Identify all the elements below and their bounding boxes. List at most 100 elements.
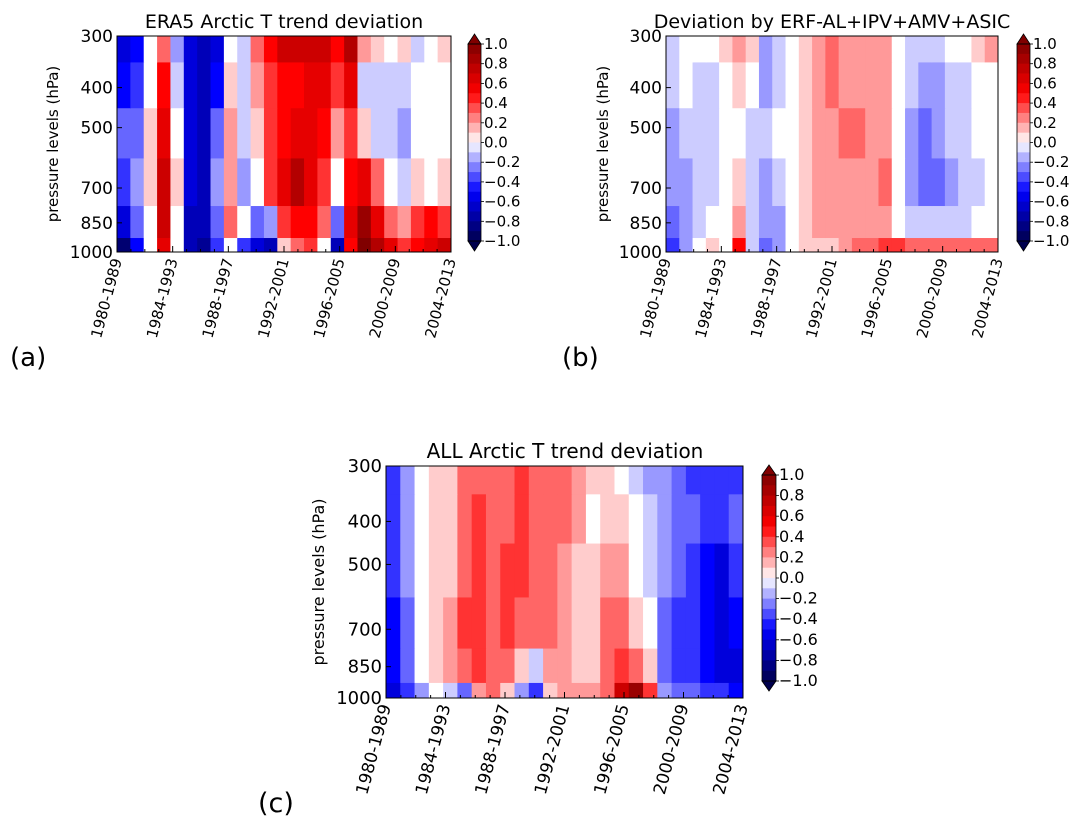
heatmap-cell	[878, 36, 893, 63]
heatmap-cell	[397, 36, 412, 63]
heatmap-cell	[237, 205, 252, 239]
colorbar-segment	[468, 201, 481, 212]
heatmap-cell	[728, 647, 743, 683]
heatmap-cell	[471, 466, 487, 495]
heatmap-cell	[666, 36, 680, 63]
heatmap-cell	[585, 493, 601, 544]
colorbar-segment	[468, 112, 481, 124]
colorbar-tick-label: 0.4	[484, 94, 508, 112]
colorbar-segment	[468, 53, 481, 65]
heatmap-cell	[384, 237, 399, 252]
colorbar-segment	[468, 63, 481, 74]
heatmap-cell	[414, 493, 430, 544]
heatmap-cell	[424, 237, 439, 252]
colorbar-tick-label: 0.2	[484, 114, 508, 132]
heatmap-cell	[643, 493, 658, 544]
colorbar-segment	[762, 485, 776, 496]
heatmap-cell	[443, 647, 458, 683]
heatmap-cell	[500, 542, 516, 598]
heatmap-cell	[891, 61, 906, 109]
colorbar-tick-label: 0.8	[779, 486, 804, 505]
panel-b-heatmap: Deviation by ERF-AL+IPV+AMV+ASIC 300 400 5…	[594, 11, 1069, 340]
heatmap-cell	[825, 237, 840, 252]
colorbar-extend-min	[467, 240, 482, 252]
heatmap-cell	[745, 205, 760, 239]
colorbar-segment	[762, 557, 776, 569]
heatmap-cell	[865, 36, 880, 63]
heatmap-cell	[485, 542, 501, 598]
heatmap-cell	[437, 36, 451, 63]
heatmap-cell	[905, 205, 919, 239]
colorbar-segment	[468, 132, 481, 143]
heatmap-cell	[666, 61, 680, 109]
colorbar-tick-label: 0.8	[484, 55, 508, 73]
colorbar-segment	[468, 142, 481, 153]
heatmap-cell	[428, 596, 444, 649]
heatmap-cell	[971, 107, 986, 159]
x-tick-label: 1996-2005	[310, 256, 349, 340]
heatmap-cell	[263, 107, 278, 159]
x-tick-label: 1992-2001	[254, 256, 293, 340]
heatmap-cell	[197, 107, 212, 159]
heatmap-cell	[944, 157, 959, 207]
colorbar-segment	[1017, 191, 1030, 202]
x-tick-label: 1996-2005	[591, 702, 634, 797]
heatmap-cell	[719, 36, 733, 63]
heatmap-cell	[437, 107, 451, 159]
heatmap-cell	[971, 237, 986, 252]
heatmap-cell	[728, 466, 743, 495]
heatmap-cell	[838, 205, 853, 239]
heatmap-cell	[614, 647, 630, 683]
heatmap-cell	[457, 542, 473, 598]
heatmap-cell	[414, 682, 430, 698]
heatmap-cell	[457, 596, 473, 649]
heatmap-cell	[370, 107, 385, 159]
colorbar-segment	[1017, 221, 1030, 232]
x-tick-label: 1980-1989	[353, 702, 396, 797]
heatmap-cell	[692, 205, 707, 239]
heatmap-cell	[237, 61, 252, 109]
heatmap-cell	[357, 107, 372, 159]
heatmap-cell	[971, 36, 986, 63]
colorbar-tick-label: −0.8	[1033, 212, 1069, 230]
heatmap-cell	[671, 682, 687, 698]
heatmap-cell	[357, 237, 372, 252]
colorbar-segment	[468, 103, 481, 114]
heatmap-cell	[237, 107, 252, 159]
heatmap-cell	[237, 36, 252, 63]
x-tick-label: 1984-1993	[412, 702, 455, 797]
heatmap-cell	[878, 61, 893, 109]
colorbar-segment	[1017, 142, 1030, 153]
heatmap-cell	[357, 205, 372, 239]
heatmap-cell	[130, 61, 145, 109]
heatmap-cell	[666, 205, 680, 239]
heatmap-cell	[437, 157, 451, 207]
heatmap-cell	[628, 493, 644, 544]
heatmap-cell	[812, 157, 826, 207]
heatmap-cell	[679, 205, 694, 239]
heatmap-cell	[585, 682, 601, 698]
colorbar-segment	[1017, 211, 1030, 222]
heatmap-cell	[614, 466, 630, 495]
heatmap-cell	[485, 493, 501, 544]
y-tick-label: 400	[630, 79, 662, 99]
heatmap-cell	[304, 205, 318, 239]
heatmap-cell	[571, 542, 587, 598]
heatmap-cell	[410, 61, 425, 109]
panel-c-title: ALL Arctic T trend deviation	[427, 439, 704, 463]
panel-a-title: ERA5 Arctic T trend deviation	[145, 11, 423, 33]
colorbar-tick-label: 1.0	[1033, 35, 1057, 53]
heatmap-cell	[628, 542, 644, 598]
heatmap-cell	[277, 61, 292, 109]
colorbar-tick-label: 0.4	[1033, 94, 1057, 112]
heatmap-cell	[157, 61, 172, 109]
colorbar-segment	[1017, 172, 1030, 183]
heatmap-cell	[719, 61, 733, 109]
heatmap-cell	[514, 493, 530, 544]
heatmap-cell	[838, 157, 853, 207]
heatmap-cell	[905, 107, 919, 159]
heatmap-cell	[705, 157, 720, 207]
colorbar-segment	[762, 516, 776, 527]
y-tick-label: 850	[630, 214, 662, 234]
panel-b-title: Deviation by ERF-AL+IPV+AMV+ASIC	[654, 11, 1011, 33]
